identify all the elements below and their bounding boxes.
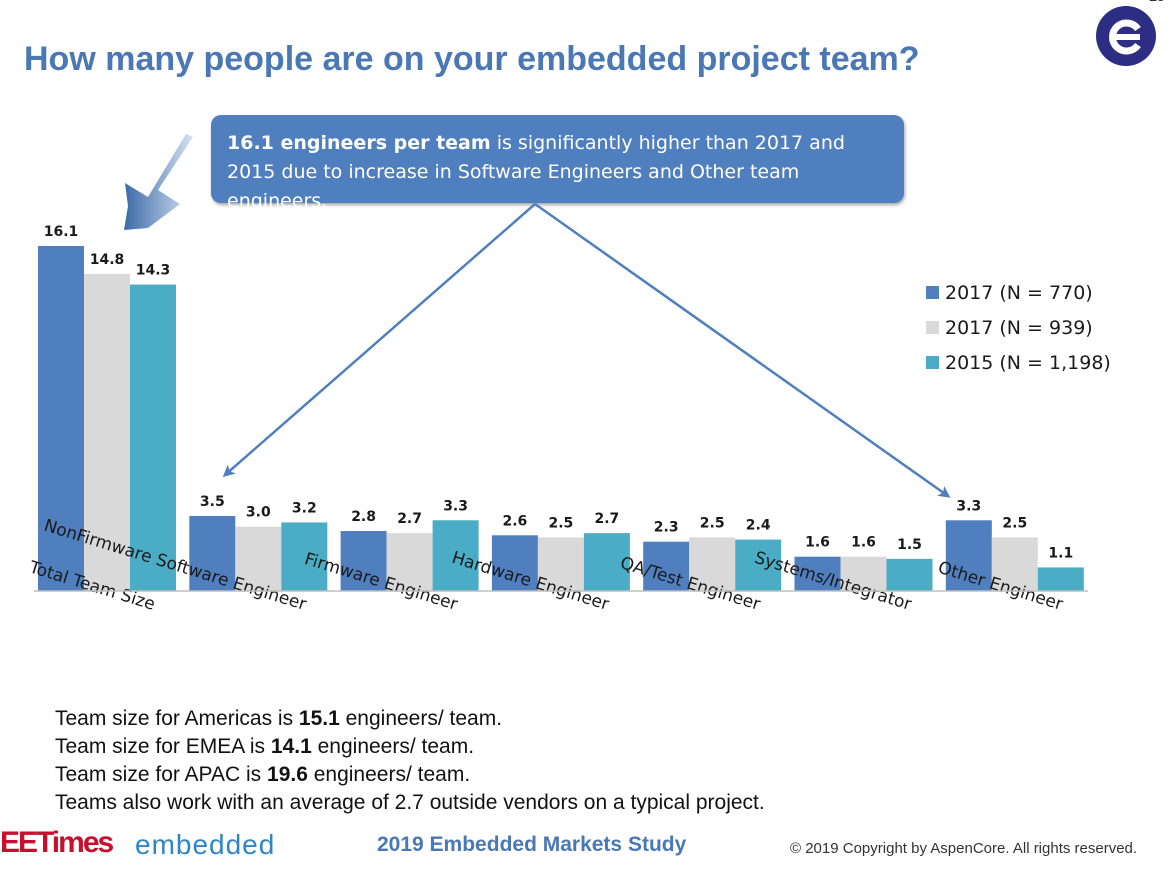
value-label: 3.3 — [956, 498, 981, 514]
legend-swatch — [926, 286, 939, 299]
legend: 2017 (N = 770) 2017 (N = 939) 2015 (N = 1,… — [926, 282, 1111, 374]
bar-0-0 — [38, 246, 84, 591]
arrow-line-right — [534, 202, 951, 498]
note-line: Team size for APAC is 19.6 engineers/ te… — [55, 763, 471, 786]
page-title: How many people are on your embedded pro… — [24, 40, 920, 78]
footer-copyright: © 2019 Copyright by AspenCore. All right… — [790, 840, 1138, 857]
note-line: Teams also work with an average of 2.7 o… — [55, 791, 765, 814]
value-label: 1.1 — [1048, 545, 1073, 561]
value-label: 3.5 — [200, 494, 225, 510]
bar-6-2 — [1037, 567, 1084, 591]
value-label: 2.6 — [502, 513, 527, 529]
value-label: 3.2 — [292, 500, 317, 516]
bar-chart: 16.1 14.8 14.3 3.5 3.0 3.2 2.8 2.7 3.3 2.6 2.5 2.7 2… — [26, 134, 1111, 615]
callout-bold: 16.1 engineers per team — [227, 132, 491, 154]
legend-label: 2015 (N = 1,198) — [945, 352, 1111, 374]
bar-0-1 — [84, 273, 130, 591]
value-label: 14.8 — [90, 252, 125, 268]
big-arrow-icon — [124, 134, 193, 230]
notes: Team size for Americas is 15.1 engineers… — [55, 705, 765, 817]
bar-5-2 — [886, 558, 933, 591]
value-label: 2.7 — [397, 511, 422, 527]
value-label: 2.3 — [654, 520, 679, 536]
legend-label: 2017 (N = 770) — [945, 282, 1093, 304]
note-line: Team size for Americas is 15.1 engineers… — [55, 707, 503, 730]
value-label: 3.0 — [246, 505, 271, 521]
eetimes-logo: EETimes — [0, 826, 114, 859]
aspencore-logo-icon — [1096, 6, 1156, 66]
page-number: 13 — [1149, 0, 1165, 4]
bar-3-2 — [583, 533, 630, 591]
note-line: Team size for EMEA is 14.1 engineers/ te… — [55, 735, 475, 758]
value-label: 2.7 — [594, 511, 619, 527]
footer-study-title: 2019 Embedded Markets Study — [377, 833, 687, 856]
value-label: 2.4 — [746, 518, 771, 534]
callout-box: 16.1 engineers per team is significantly… — [211, 115, 904, 212]
value-label: 2.8 — [351, 509, 376, 525]
legend-swatch — [926, 321, 939, 334]
bar-4-1 — [689, 537, 736, 591]
value-label: 2.5 — [700, 515, 725, 531]
value-label: 1.5 — [897, 537, 922, 553]
callout-rest: is significantly higher than 2017 and 20… — [227, 132, 845, 212]
bar-6-0 — [945, 520, 992, 591]
bar-1-1 — [235, 526, 282, 591]
value-label: 1.6 — [805, 535, 830, 551]
bar-6-1 — [991, 537, 1038, 591]
bar-5-0 — [794, 556, 841, 591]
bar-4-2 — [735, 539, 782, 591]
bar-3-0 — [491, 535, 538, 591]
embedded-logo: embedded — [135, 829, 276, 860]
bars-group — [38, 246, 1084, 591]
legend-label: 2017 (N = 939) — [945, 317, 1093, 339]
bar-2-2 — [432, 520, 479, 591]
bar-2-1 — [386, 533, 433, 591]
arrow-line-left — [222, 203, 536, 477]
bar-1-0 — [189, 516, 236, 591]
bar-3-1 — [537, 537, 584, 591]
bar-2-0 — [340, 531, 387, 591]
value-label: 16.1 — [44, 224, 79, 240]
legend-swatch — [926, 356, 939, 369]
value-labels-group: 16.1 14.8 14.3 3.5 3.0 3.2 2.8 2.7 3.3 2.6 2.5 2.7 2… — [44, 224, 1073, 561]
value-label: 2.5 — [1002, 515, 1027, 531]
callout-text: 16.1 engineers per team is significantly… — [227, 129, 897, 216]
bar-5-1 — [840, 556, 887, 591]
value-label: 1.6 — [851, 535, 876, 551]
bar-1-2 — [281, 522, 328, 591]
value-label: 3.3 — [443, 498, 468, 514]
value-label: 14.3 — [136, 263, 171, 279]
value-label: 2.5 — [548, 515, 573, 531]
bar-4-0 — [643, 541, 690, 591]
bar-0-2 — [130, 284, 176, 591]
